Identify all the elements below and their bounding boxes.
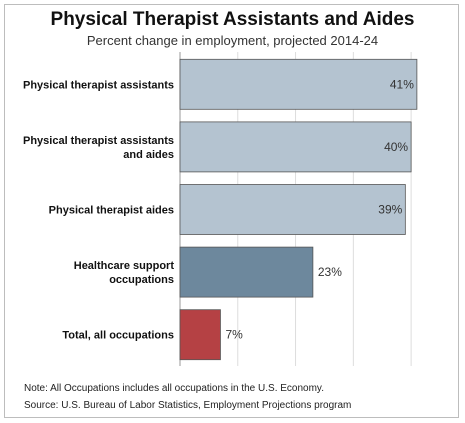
chart-note: Note: All Occupations includes all occup… (24, 383, 324, 394)
category-label: and aides (123, 149, 174, 161)
bar (179, 184, 406, 235)
bar (179, 309, 221, 361)
category-label: Physical therapist assistants (23, 135, 174, 147)
chart-subtitle: Percent change in employment, projected … (86, 33, 379, 48)
value-label: 40% (384, 140, 408, 154)
category-label: Physical therapist assistants (23, 79, 174, 91)
category-label: Total, all occupations (62, 330, 174, 342)
chart-source: Source: U.S. Bureau of Labor Statistics,… (24, 400, 352, 411)
category-label: Physical therapist aides (49, 205, 174, 217)
value-label: 23% (318, 265, 342, 279)
value-label: 39% (378, 203, 402, 217)
value-label: 7% (225, 328, 243, 342)
value-label: 41% (390, 77, 414, 91)
category-label: Healthcare support (74, 260, 175, 272)
bar (179, 58, 418, 110)
chart-title: Physical Therapist Assistants and Aides (50, 9, 415, 30)
bar (179, 246, 314, 298)
bar (179, 121, 412, 173)
category-label: occupations (109, 274, 174, 286)
